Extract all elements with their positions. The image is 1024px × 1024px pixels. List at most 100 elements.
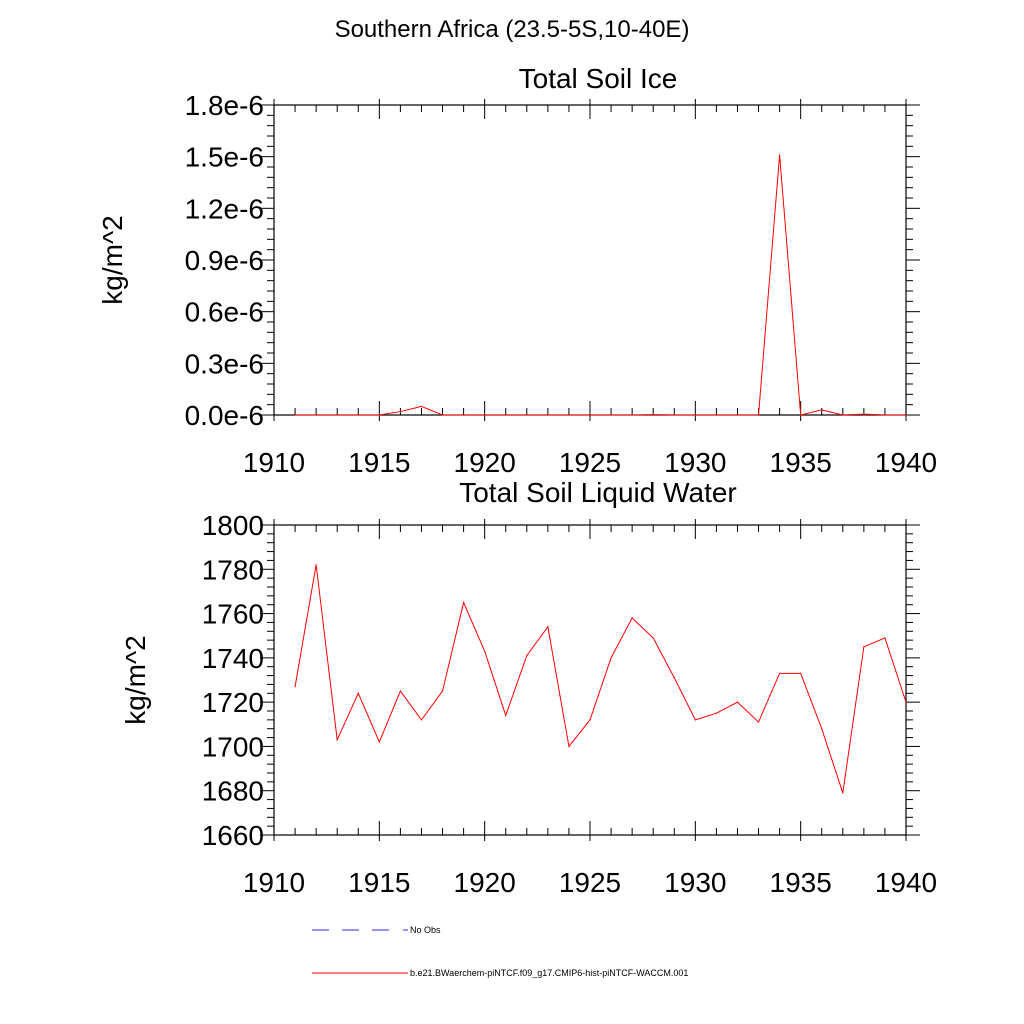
chart2-x-tick-label: 1930	[664, 867, 726, 898]
chart1-y-tick-label: 0.6e-6	[185, 297, 264, 328]
chart2-y-tick-label: 1660	[202, 820, 264, 851]
chart1-data-point	[441, 414, 444, 416]
chart1-plot-frame	[273, 104, 907, 416]
page-title: Southern Africa (23.5-5S,10-40E)	[334, 16, 690, 43]
chart1-x-tick-label: 1925	[559, 447, 621, 478]
chart1-data-point	[821, 409, 823, 411]
legend-obs-label: No Obs	[410, 925, 441, 935]
chart2-x-tick-label: 1940	[875, 867, 937, 898]
chart1-data-point	[610, 414, 612, 416]
chart2-y-tick-label: 1740	[202, 643, 264, 674]
chart2-data-point	[378, 741, 380, 743]
chart1-data-point	[526, 414, 528, 416]
chart2-x-tick-label: 1925	[559, 867, 621, 898]
chart2-plot-frame	[273, 524, 907, 836]
chart1-data-point	[715, 414, 718, 416]
chart1-data-point	[673, 414, 675, 416]
chart2-data-point	[357, 692, 359, 694]
chart2-x-tick-label: 1910	[243, 867, 305, 898]
chart2-data-point	[589, 719, 591, 721]
legend-model-label: b.e21.BWaerchem-piNTCF.f09_g17.CMIP6-his…	[410, 968, 688, 978]
chart1-data-point	[652, 414, 654, 416]
chart2-y-tick-label: 1780	[202, 554, 264, 585]
chart1-data-point	[757, 414, 760, 416]
chart2-x-tick-label: 1920	[454, 867, 516, 898]
chart2-x-tick-label: 1935	[770, 867, 832, 898]
chart2-title: Total Soil Liquid Water	[459, 477, 737, 508]
chart1-data-point	[863, 413, 865, 415]
chart1-data-point	[884, 414, 886, 416]
chart2-data-point	[863, 646, 865, 648]
chart2-data-point	[736, 701, 739, 703]
chart2-data-point	[484, 650, 486, 652]
chart2-y-tick-label: 1700	[202, 731, 264, 762]
chart1-x-tick-label: 1940	[875, 447, 937, 478]
chart1-data-point	[336, 414, 338, 416]
chart2-data-point	[441, 690, 444, 692]
chart2-data-point	[842, 792, 844, 794]
chart2-data-point	[694, 719, 696, 721]
chart2-data-point	[757, 721, 760, 723]
chart2-y-axis-label: kg/m^2	[120, 635, 151, 724]
chart2-x-tick-label: 1915	[348, 867, 410, 898]
chart2-data-point	[715, 712, 718, 714]
chart1-data-point	[736, 414, 739, 416]
chart2-data-point	[463, 601, 465, 604]
chart1-data-point	[589, 414, 591, 416]
chart1-x-tick-label: 1910	[243, 447, 305, 478]
chart1-data-point	[420, 405, 423, 407]
chart1-data-point	[294, 414, 296, 416]
chart2-data-point	[547, 626, 549, 628]
chart2-data-point	[905, 701, 907, 703]
chart1-data-point	[399, 410, 401, 413]
chart1-title: Total Soil Ice	[519, 63, 678, 94]
chart2-y-tick-label: 1720	[202, 687, 264, 718]
chart2-data-point	[315, 564, 317, 566]
chart2-data-point	[652, 637, 654, 639]
chart1-x-tick-label: 1915	[348, 447, 410, 478]
chart1-data-point	[505, 414, 507, 416]
chart1-y-axis-label: kg/m^2	[97, 215, 128, 304]
chart1-y-tick-label: 1.2e-6	[185, 193, 264, 224]
chart1-data-point	[378, 414, 380, 416]
chart2-data-point	[673, 677, 675, 679]
chart1-data-point	[315, 414, 317, 416]
chart1-data-point	[357, 414, 359, 416]
chart1-data-point	[547, 414, 549, 416]
chart1-y-tick-label: 1.8e-6	[185, 90, 264, 121]
chart1-data-point	[484, 414, 486, 416]
chart2-data-point	[779, 672, 781, 674]
chart2-data-point	[884, 637, 886, 639]
chart2-data-point	[568, 745, 570, 748]
chart2-data-point	[631, 617, 633, 619]
chart1-y-tick-label: 0.0e-6	[185, 400, 264, 431]
chart1-y-tick-label: 0.3e-6	[185, 348, 264, 379]
chart1-x-tick-label: 1935	[770, 447, 832, 478]
chart2-data-point	[420, 719, 423, 721]
chart1-data-point	[905, 414, 907, 416]
chart1-data-point	[779, 154, 781, 156]
chart1-data-point	[800, 414, 802, 416]
chart2-y-tick-label: 1680	[202, 776, 264, 807]
chart1-data-point	[694, 414, 696, 416]
chart1-data-point	[568, 414, 570, 416]
chart1-data-point	[842, 414, 844, 416]
chart2-y-tick-label: 1760	[202, 599, 264, 630]
chart2-data-point	[821, 728, 823, 730]
chart1-data-point	[631, 414, 633, 416]
chart2-data-point	[800, 672, 802, 674]
chart2-data-point	[505, 714, 507, 717]
chart2-data-point	[294, 686, 296, 688]
chart2-y-tick-label: 1800	[202, 510, 264, 541]
chart1-x-tick-label: 1930	[664, 447, 726, 478]
chart1-x-tick-label: 1920	[454, 447, 516, 478]
chart1-y-tick-label: 0.9e-6	[185, 245, 264, 276]
chart1-y-tick-label: 1.5e-6	[185, 142, 264, 173]
chart1-data-point	[463, 414, 465, 416]
chart2-data-point	[526, 655, 528, 657]
chart1-series-line	[295, 154, 906, 416]
chart2-series-line	[294, 564, 907, 794]
chart2-data-point	[610, 657, 612, 659]
chart2-data-point	[399, 690, 401, 692]
